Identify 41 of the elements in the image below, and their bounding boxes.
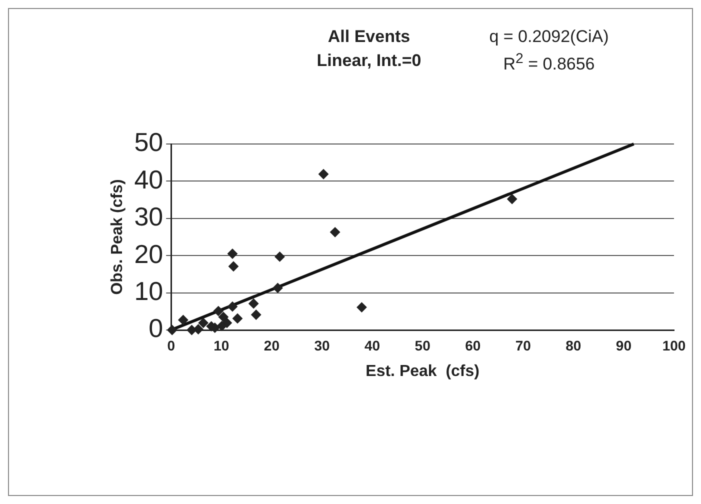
point xyxy=(318,169,328,180)
point xyxy=(356,302,367,312)
point xyxy=(167,325,178,335)
x-tick-label: 80 xyxy=(566,337,582,354)
x-tick-label: 70 xyxy=(515,337,532,354)
point xyxy=(216,320,227,331)
y-tick-label: 20 xyxy=(134,238,164,269)
point xyxy=(193,324,204,334)
point xyxy=(228,261,238,272)
y-tick-label: 40 xyxy=(134,164,164,194)
x-tick-label: 0 xyxy=(167,337,176,354)
point xyxy=(507,194,518,204)
text: R$^{2}$ = 0.8656 xyxy=(502,51,596,75)
point xyxy=(330,227,340,238)
text: q = 0.2092(CiA) xyxy=(488,27,610,47)
point xyxy=(198,318,208,328)
point xyxy=(227,248,238,259)
point xyxy=(178,314,188,325)
point xyxy=(227,302,238,312)
y-tick-label: 10 xyxy=(134,276,164,306)
point xyxy=(232,313,242,324)
y-tick-label: 30 xyxy=(134,202,164,232)
x-tick-label: 50 xyxy=(414,337,431,354)
x-tick-label: 40 xyxy=(364,337,380,354)
text: Linear, Int.=0 xyxy=(316,51,422,72)
y-tick-label: 50 xyxy=(134,127,164,158)
x-tick-label: 20 xyxy=(264,337,280,354)
x-tick-label: 60 xyxy=(465,337,481,354)
x-tick-label: 90 xyxy=(616,337,632,354)
point xyxy=(251,310,262,320)
point xyxy=(272,282,283,293)
y-axis-title: Obs. Peak (cfs) xyxy=(109,179,126,295)
x-tick-label: 100 xyxy=(662,337,686,354)
point xyxy=(213,306,224,316)
x-tick-label: 10 xyxy=(214,337,230,354)
x-axis-title: Est. Peak (cfs) xyxy=(366,362,480,380)
point xyxy=(218,312,228,322)
point xyxy=(274,252,285,262)
point xyxy=(248,298,259,309)
x-tick-label: 30 xyxy=(314,337,330,354)
text: All Events xyxy=(326,27,412,47)
